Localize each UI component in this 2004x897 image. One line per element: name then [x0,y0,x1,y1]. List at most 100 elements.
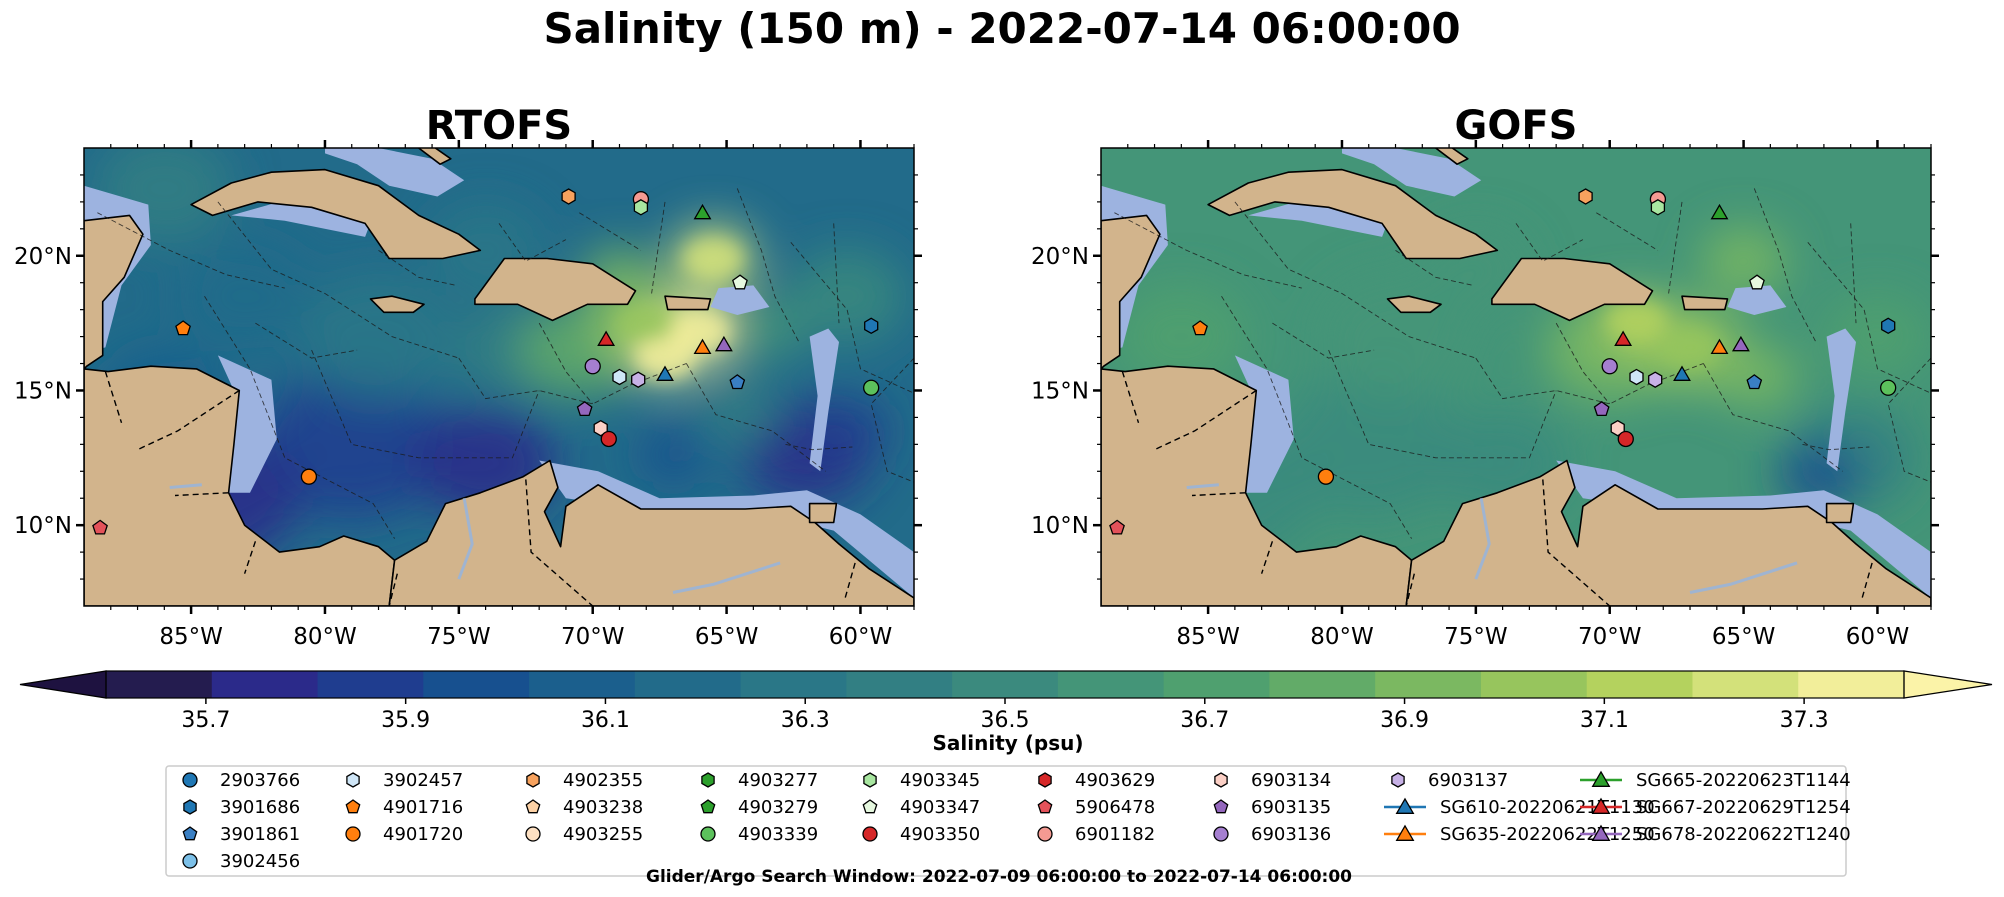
legend-label: 4903279 [738,797,818,818]
legend-label: 6903136 [1251,824,1331,845]
river [1186,483,1219,489]
river [672,561,781,594]
marker-5906478 [92,519,108,535]
marker-SG665-20220623T1144 [693,203,712,220]
legend-marker [1214,772,1228,788]
land-rtofs [84,148,914,606]
eez-boundary [1555,322,1611,405]
legend-marker [345,799,361,814]
shelf-virginBank [710,285,770,315]
eez-boundary [538,322,594,405]
legend-marker [526,772,540,788]
colorbar-segment [1586,671,1694,698]
shelf-bahamasBank [1342,148,1482,197]
colorbar: 35.7 35.9 36.1 36.3 36.5 36.7 36.9 37.1 37.3 [19,670,1993,733]
country-border [843,562,856,601]
land-puertoRico [664,295,712,311]
country-border [1191,492,1246,497]
salinity-patch [1114,282,1249,391]
legend-label: 4903255 [563,824,643,845]
land-yucatan [1101,214,1161,370]
colorbar-segment [317,671,424,698]
legend-marker [1395,797,1415,814]
colorbar-tick-label: 36.3 [781,708,830,733]
salinity-patch [1660,327,1721,368]
shelf-lesserAntilles [1826,328,1856,472]
x-tick-label: 65°W [695,624,759,650]
legend-entry: 4903339 [700,824,818,845]
x-tick-label: 85°W [159,624,223,650]
legend-entry: 3902456 [182,851,300,872]
marker-SG610-20220621T1130 [1673,365,1691,381]
legend-label: 4903345 [900,770,980,791]
marker-4901720 [300,468,318,485]
map-panel-rtofs: RTOFS 85°W 80°W 75°W 70°W 65°W 60°W 20°N 15°N 10… [14,103,922,650]
legend-label: 4901720 [383,824,463,845]
marker-6903136 [584,358,601,375]
river [1689,561,1798,594]
legend-marker [1395,824,1415,841]
eez-boundary [833,223,840,324]
eez-boundary [1807,242,1931,394]
marker-5906478 [1109,519,1125,535]
legend-entry: 3901861 [182,824,300,845]
legend-entry: 3901686 [183,797,300,818]
legend-marker [862,799,878,814]
map-frame-rtofs [83,147,915,607]
ticks-gofs: 85°W 80°W 75°W 70°W 65°W 60°W 20°N 15°N 10°N [1031,140,1939,650]
colorbar-segment [1163,671,1271,698]
x-tick-label: 60°W [1846,624,1910,650]
country-border [137,389,240,451]
legend-marker [863,772,877,788]
legend-entry: 4903629 [1038,770,1155,791]
legend-entry: 4901716 [345,797,463,818]
marker-6903137 [1648,371,1663,388]
colorbar-tick-label: 35.9 [381,708,430,733]
marker-6903134 [593,419,608,437]
legend-label: 6903135 [1251,797,1331,818]
colorbar-tick-label: 37.1 [1580,708,1629,733]
marker-6903135 [576,400,593,417]
legend-label: 4903339 [738,824,818,845]
eez-boundary [1328,349,1557,459]
marker-4903345 [1650,199,1666,216]
legend-entry: 4903279 [700,797,818,818]
legend-marker [1591,770,1611,787]
colorbar-extend-high [1903,670,1993,699]
eez-boundary [1114,212,1302,289]
country-border [104,371,123,424]
eez-boundaries-rtofs [97,188,914,539]
marker-SG678-20220622T1240 [714,335,733,352]
colorbar-tick-label: 37.3 [1780,708,1829,733]
marker-4903350 [600,430,617,448]
colorbar-tick-label: 35.7 [181,708,230,733]
shelf-virginBank [1727,285,1787,315]
legend-entry: 4902355 [526,770,643,791]
x-tick-label: 70°W [561,624,625,650]
eez-boundary [1596,212,1659,251]
eez-boundary [204,295,395,539]
country-border [1542,479,1611,606]
eez-boundary [1887,357,1931,483]
legend-entry: SG667-20220629T1254 [1580,797,1851,818]
marker-4902355 [1578,188,1593,205]
x-tick-label: 65°W [1712,624,1776,650]
colorbar-tick-label: 36.5 [981,708,1030,733]
x-tick-label: 70°W [1578,624,1642,650]
legend-entry: 6903136 [1213,824,1331,845]
markers-rtofs [92,188,880,535]
legend-marker [525,826,541,842]
legend-label: 6903134 [1251,770,1331,791]
marker-3902457 [1629,368,1644,386]
marker-3901861 [729,374,746,390]
x-tick-label: 75°W [427,624,491,650]
legend-label: 4901716 [383,797,463,818]
legend-entry: 6903134 [1214,770,1331,791]
eez-boundary [97,212,285,289]
marker-4903339 [1880,379,1897,396]
marker-SG667-20220629T1254 [1614,330,1633,346]
salinity-patch [635,338,695,379]
salinity-patch [638,427,708,484]
markers-gofs [1109,188,1897,535]
